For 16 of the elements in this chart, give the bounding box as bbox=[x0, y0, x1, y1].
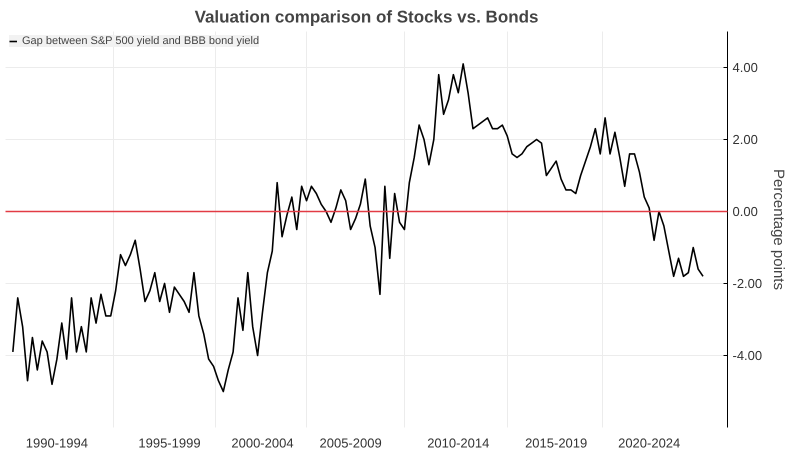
y-tick-label: -2.00 bbox=[732, 276, 762, 291]
y-tick-label: -4.00 bbox=[732, 348, 762, 363]
x-tick-label: 2020-2024 bbox=[618, 436, 680, 450]
y-tick-label: 2.00 bbox=[732, 132, 758, 147]
legend-label: Gap between S&P 500 yield and BBB bond yield bbox=[22, 35, 260, 47]
x-tick-label: 2005-2009 bbox=[320, 436, 382, 450]
y-tick-label: 0.00 bbox=[732, 204, 758, 219]
x-tick-label: 2015-2019 bbox=[525, 436, 588, 450]
x-tick-label: 1995-1999 bbox=[138, 436, 201, 450]
x-tick-label: 2010-2014 bbox=[427, 436, 490, 450]
line-series bbox=[12, 63, 704, 392]
x-tick-label: 2000-2004 bbox=[231, 436, 294, 450]
chart-title: Valuation comparison of Stocks vs. Bonds bbox=[194, 8, 538, 26]
y-axis-title: Percentage points bbox=[770, 169, 788, 290]
y-tick-label: 4.00 bbox=[732, 60, 758, 75]
x-tick-label: 1990-1994 bbox=[26, 436, 88, 450]
